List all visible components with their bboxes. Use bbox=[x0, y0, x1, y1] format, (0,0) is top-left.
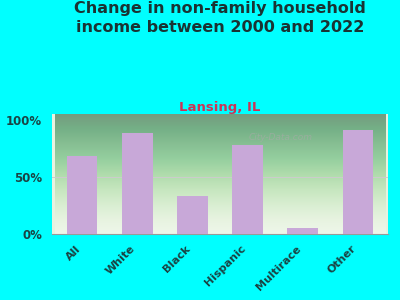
Text: Change in non-family household
income between 2000 and 2022: Change in non-family household income be… bbox=[74, 2, 366, 35]
Text: Lansing, IL: Lansing, IL bbox=[179, 100, 261, 113]
Bar bbox=[232, 145, 263, 234]
Bar bbox=[342, 130, 373, 234]
Bar bbox=[288, 228, 318, 234]
Bar bbox=[177, 196, 208, 234]
Bar bbox=[67, 156, 98, 234]
Text: City-Data.com: City-Data.com bbox=[248, 134, 312, 142]
Bar bbox=[122, 134, 152, 234]
